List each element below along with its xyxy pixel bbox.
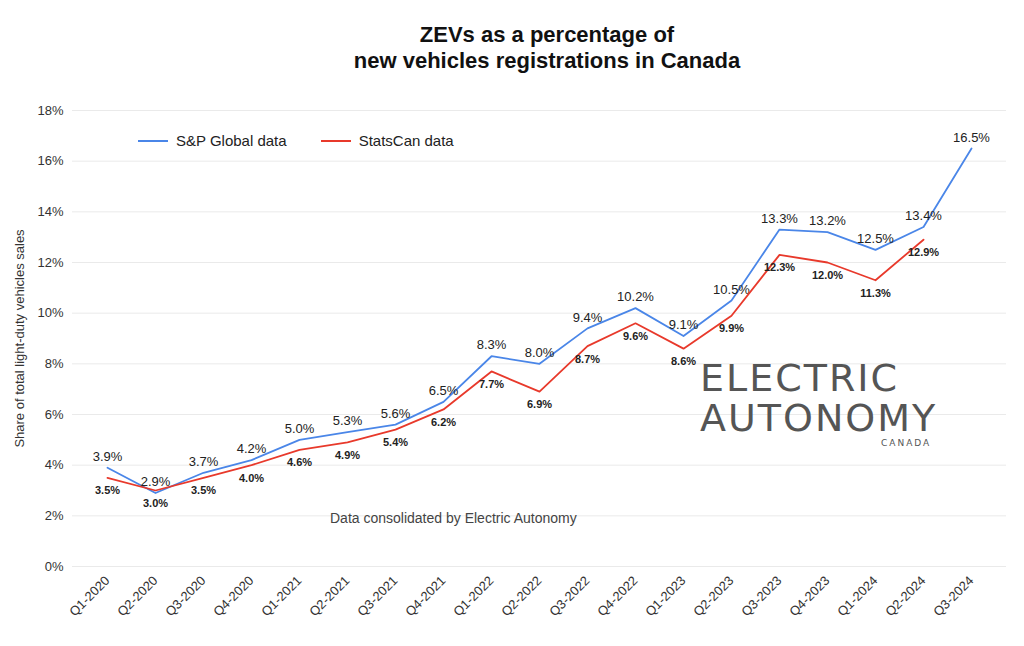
svg-text:3.5%: 3.5% [95,484,120,496]
svg-text:3.5%: 3.5% [191,484,216,496]
svg-text:8.7%: 8.7% [575,353,600,365]
svg-text:9.9%: 9.9% [719,322,744,334]
svg-text:10.2%: 10.2% [617,289,654,304]
svg-text:Q3-2022: Q3-2022 [546,573,592,619]
html-text:Data consolidated by Electric: Data consolidated by Electric Autonomy [330,510,577,526]
svg-text:4.6%: 4.6% [287,456,312,468]
svg-text:Q2-2024: Q2-2024 [882,573,928,619]
svg-text:0%: 0% [45,559,64,574]
svg-text:Q3-2021: Q3-2021 [354,573,400,619]
svg-text:18%: 18% [37,103,63,118]
svg-text:Q2-2023: Q2-2023 [690,573,736,619]
svg-text:Q1-2024: Q1-2024 [834,573,880,619]
html-text:CANADA: CANADA [881,438,932,448]
svg-text:12%: 12% [37,255,63,270]
svg-text:11.3%: 11.3% [860,287,891,299]
svg-text:14%: 14% [37,204,63,219]
svg-text:3.0%: 3.0% [143,497,168,509]
svg-text:2%: 2% [45,508,64,523]
svg-text:Q4-2020: Q4-2020 [210,573,256,619]
svg-text:Q2-2022: Q2-2022 [498,573,544,619]
svg-text:Q3-2020: Q3-2020 [162,573,208,619]
svg-text:13.4%: 13.4% [905,208,942,223]
svg-text:10%: 10% [37,305,63,320]
svg-text:10.5%: 10.5% [713,282,750,297]
svg-text:8.6%: 8.6% [671,355,696,367]
svg-text:6.2%: 6.2% [431,416,456,428]
svg-text:Q1-2021: Q1-2021 [258,573,304,619]
svg-text:6%: 6% [45,407,64,422]
svg-text:7.7%: 7.7% [479,378,504,390]
svg-text:2.9%: 2.9% [140,474,171,490]
svg-text:Q4-2022: Q4-2022 [594,573,640,619]
svg-text:4.2%: 4.2% [237,441,267,456]
svg-text:3.9%: 3.9% [93,449,123,464]
svg-text:12.0%: 12.0% [812,269,843,281]
svg-text:9.6%: 9.6% [623,330,648,342]
svg-text:Q1-2022: Q1-2022 [450,573,496,619]
svg-text:9.1%: 9.1% [669,317,699,332]
svg-text:6.9%: 6.9% [527,398,552,410]
svg-text:12.5%: 12.5% [857,231,894,246]
svg-text:Q3-2024: Q3-2024 [930,573,976,619]
html-text:ELECTRIC: ELECTRIC [700,356,900,400]
svg-text:9.4%: 9.4% [573,310,603,325]
svg-text:3.7%: 3.7% [189,454,219,469]
svg-text:12.3%: 12.3% [764,261,795,273]
svg-text:4.9%: 4.9% [335,449,360,461]
html-text:StatsCan data: StatsCan data [358,132,454,149]
svg-text:8%: 8% [45,356,64,371]
svg-text:Q1-2020: Q1-2020 [66,573,112,619]
html-text:ZEVs as a percentage of new ve: ZEVs as a percentage of new vehicles reg… [353,22,741,73]
svg-text:Q2-2021: Q2-2021 [306,573,352,619]
svg-text:13.2%: 13.2% [809,213,846,228]
svg-text:Q4-2021: Q4-2021 [402,573,448,619]
svg-text:5.4%: 5.4% [383,436,408,448]
svg-text:Q4-2023: Q4-2023 [786,573,832,619]
svg-text:4.0%: 4.0% [239,472,264,484]
svg-text:16.5%: 16.5% [953,130,990,145]
svg-text:Q1-2023: Q1-2023 [642,573,688,619]
svg-text:Q2-2020: Q2-2020 [114,573,160,619]
svg-text:Share of total light-duty vehi: Share of total light-duty vehicles sales [12,229,27,448]
svg-text:Q3-2023: Q3-2023 [738,573,784,619]
svg-text:6.5%: 6.5% [429,383,459,398]
svg-text:5.3%: 5.3% [333,413,363,428]
svg-text:13.3%: 13.3% [761,211,798,226]
html-text:AUTONOMY: AUTONOMY [700,396,938,440]
svg-text:16%: 16% [37,153,63,168]
svg-text:5.0%: 5.0% [285,421,315,436]
svg-text:12.9%: 12.9% [908,246,939,258]
svg-text:8.3%: 8.3% [477,337,507,352]
svg-text:4%: 4% [45,457,64,472]
html-text:S&P Global data: S&P Global data [176,132,287,149]
svg-text:8.0%: 8.0% [525,345,555,360]
svg-text:5.6%: 5.6% [381,406,411,421]
